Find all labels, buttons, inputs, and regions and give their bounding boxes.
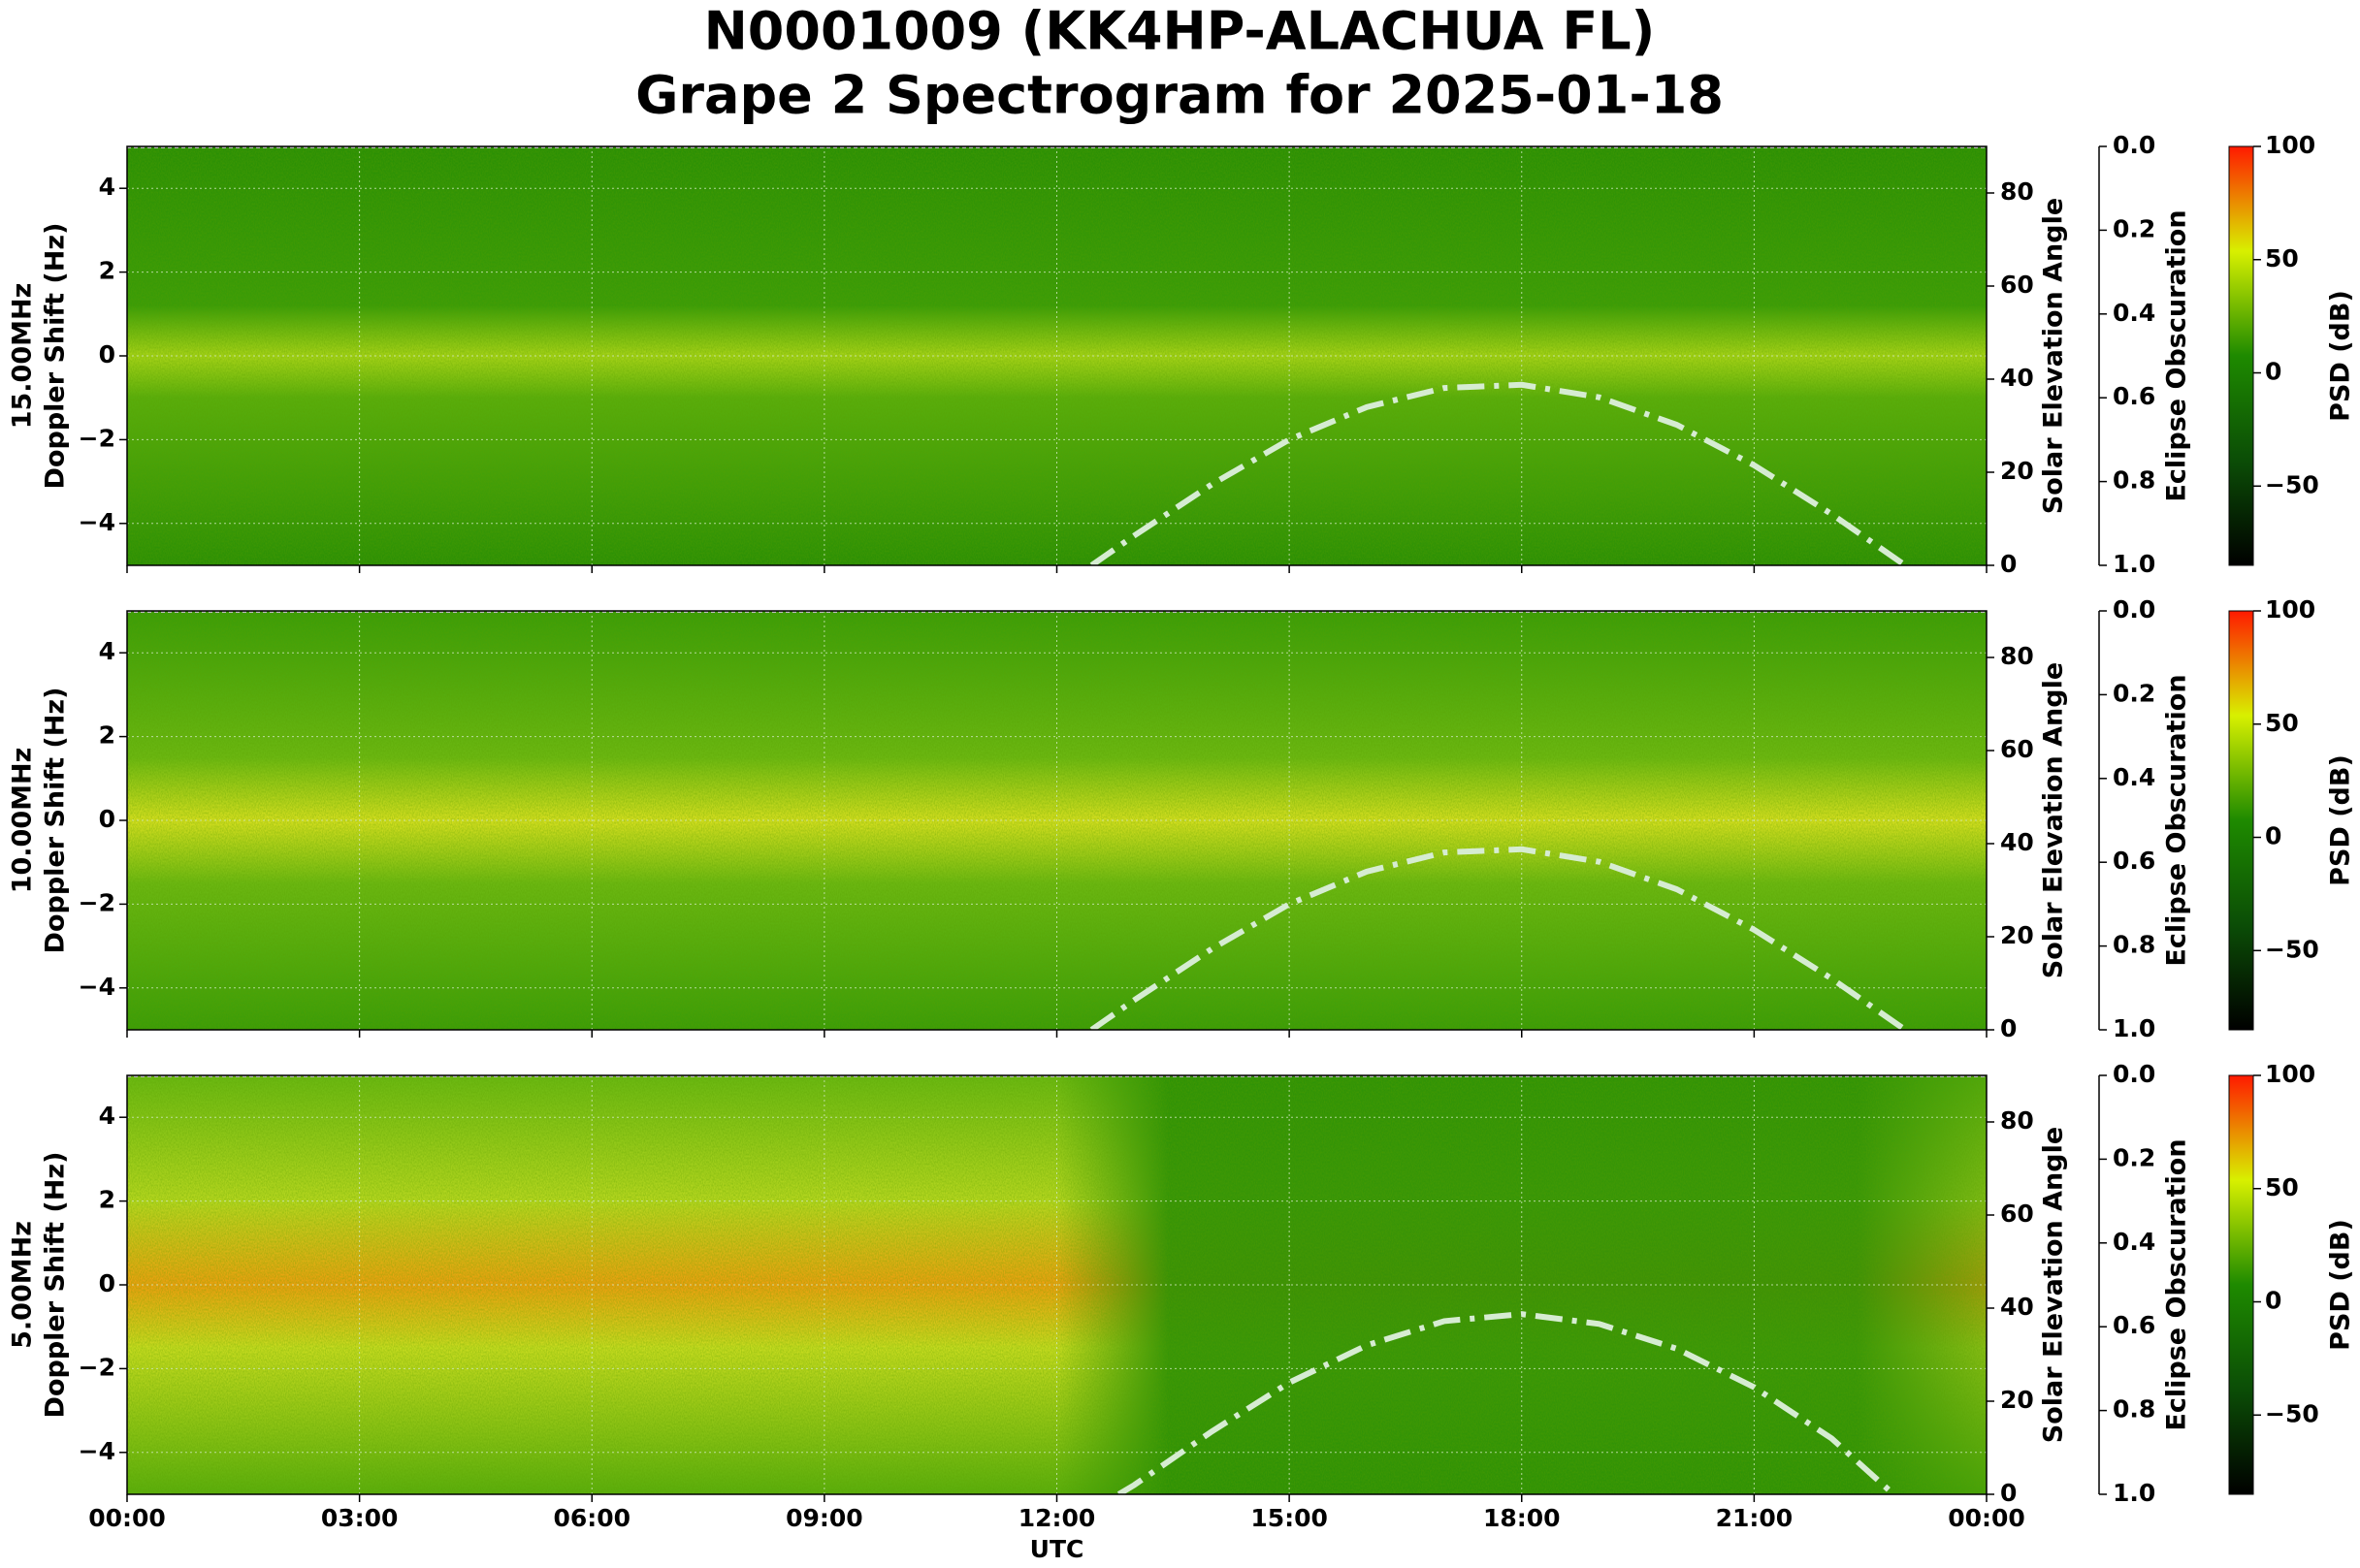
x-tick-label: 12:00 [1018, 1504, 1096, 1532]
y-tick-label: −4 [79, 1437, 115, 1465]
colorbar-tick-label: 100 [2265, 131, 2315, 159]
plot-frame [126, 145, 1988, 566]
y-axis-label: Doppler Shift (Hz) [41, 223, 71, 490]
y-tick-label: −4 [79, 508, 115, 536]
solar-elevation-line [1089, 846, 1907, 1030]
y2-axis-label: Solar Elevation Angle [2039, 1127, 2069, 1443]
y2-axis-label: Solar Elevation Angle [2039, 198, 2069, 514]
y2-tick-label: 80 [2000, 642, 2034, 670]
colorbar-tick-label: −50 [2265, 935, 2319, 963]
y2-tick-label: 0 [2000, 550, 2017, 578]
colorbar-tick-label: 100 [2265, 1060, 2315, 1088]
colorbar-tick-label: 100 [2265, 595, 2315, 624]
y2-tick-label: 20 [2000, 921, 2034, 949]
y2-tick-label: 60 [2000, 1200, 2034, 1228]
y2-tick-label: 40 [2000, 828, 2034, 856]
y-tick-label: −4 [79, 973, 115, 1001]
colorbar [2228, 610, 2254, 1031]
plot-frame [126, 610, 1988, 1031]
x-axis-label: UTC [1030, 1535, 1084, 1563]
chart-title: N0001009 (KK4HP-ALACHUA FL) [704, 1, 1656, 62]
y3-tick-label: 0.2 [2113, 214, 2155, 242]
y3-tick-label: 0.6 [2113, 847, 2155, 875]
colorbar-tick-label: 50 [2265, 709, 2299, 737]
y2-tick-label: 20 [2000, 1386, 2034, 1414]
y-tick-label: 2 [99, 721, 115, 750]
y3-tick-label: 0.8 [2113, 466, 2155, 495]
y3-tick-label: 0.4 [2113, 763, 2155, 791]
colorbar-tick-label: 0 [2265, 358, 2281, 386]
x-tick-label: 18:00 [1483, 1504, 1561, 1532]
y-tick-label: 2 [99, 257, 115, 285]
y3-tick-label: 0.4 [2113, 1228, 2155, 1256]
colorbar-tick-label: 50 [2265, 1173, 2299, 1201]
y3-tick-label: 0.6 [2113, 382, 2155, 410]
colorbar-label: PSD (dB) [2326, 1219, 2356, 1351]
y3-axis-label: Eclipse Obscuration [2162, 209, 2192, 501]
y-tick-label: −2 [79, 424, 115, 452]
y2-tick-label: 0 [2000, 1479, 2017, 1507]
y-tick-label: −2 [79, 888, 115, 916]
y3-tick-label: 0.0 [2113, 595, 2155, 624]
y-tick-label: 4 [99, 1102, 115, 1130]
colorbar-tick-label: 0 [2265, 1287, 2281, 1315]
y-tick-label: 4 [99, 173, 115, 201]
y3-tick-label: 1.0 [2113, 1014, 2155, 1042]
y2-tick-label: 60 [2000, 735, 2034, 763]
y2-tick-label: 40 [2000, 364, 2034, 392]
colorbar [2228, 145, 2254, 566]
y3-tick-label: 0.4 [2113, 299, 2155, 327]
x-tick-label: 00:00 [1948, 1504, 2025, 1532]
y3-tick-label: 0.0 [2113, 131, 2155, 159]
y3-tick-label: 0.2 [2113, 679, 2155, 707]
y-axis-label: 15.00MHz [8, 283, 38, 430]
y3-tick-label: 0.6 [2113, 1311, 2155, 1339]
y-tick-label: 0 [99, 340, 115, 368]
colorbar [2228, 1074, 2254, 1495]
y-tick-label: −2 [79, 1353, 115, 1381]
solar-elevation-line [1089, 381, 1907, 565]
y-tick-label: 0 [99, 1269, 115, 1297]
y-axis-label: Doppler Shift (Hz) [41, 688, 71, 954]
y2-tick-label: 20 [2000, 457, 2034, 485]
y3-tick-label: 0.8 [2113, 931, 2155, 959]
x-tick-label: 00:00 [88, 1504, 166, 1532]
y3-tick-label: 0.0 [2113, 1060, 2155, 1088]
x-tick-label: 09:00 [786, 1504, 863, 1532]
x-tick-label: 06:00 [553, 1504, 630, 1532]
y2-tick-label: 80 [2000, 1106, 2034, 1135]
y3-axis-label: Eclipse Obscuration [2162, 1138, 2192, 1430]
y2-tick-label: 40 [2000, 1293, 2034, 1321]
y2-tick-label: 60 [2000, 271, 2034, 299]
colorbar-tick-label: 50 [2265, 244, 2299, 272]
y2-tick-label: 0 [2000, 1014, 2017, 1042]
colorbar-label: PSD (dB) [2326, 290, 2356, 422]
chart-subtitle: Grape 2 Spectrogram for 2025-01-18 [635, 65, 1724, 126]
colorbar-tick-label: 0 [2265, 822, 2281, 850]
y2-axis-label: Solar Elevation Angle [2039, 662, 2069, 978]
y-axis-label: 10.00MHz [8, 748, 38, 894]
y-tick-label: 2 [99, 1186, 115, 1214]
y-tick-label: 4 [99, 637, 115, 665]
colorbar-tick-label: −50 [2265, 470, 2319, 498]
y2-tick-label: 80 [2000, 177, 2034, 206]
colorbar-label: PSD (dB) [2326, 754, 2356, 886]
x-tick-label: 21:00 [1716, 1504, 1794, 1532]
y3-axis-label: Eclipse Obscuration [2162, 674, 2192, 966]
y-axis-label: 5.00MHz [8, 1221, 38, 1349]
y3-tick-label: 1.0 [2113, 550, 2155, 578]
colorbar-tick-label: −50 [2265, 1399, 2319, 1427]
x-tick-label: 03:00 [321, 1504, 399, 1532]
plot-frame [126, 1074, 1988, 1495]
x-tick-label: 15:00 [1250, 1504, 1328, 1532]
y-tick-label: 0 [99, 805, 115, 833]
y3-tick-label: 0.2 [2113, 1143, 2155, 1171]
y3-tick-label: 1.0 [2113, 1479, 2155, 1507]
y-axis-label: Doppler Shift (Hz) [41, 1152, 71, 1419]
y3-tick-label: 0.8 [2113, 1395, 2155, 1424]
